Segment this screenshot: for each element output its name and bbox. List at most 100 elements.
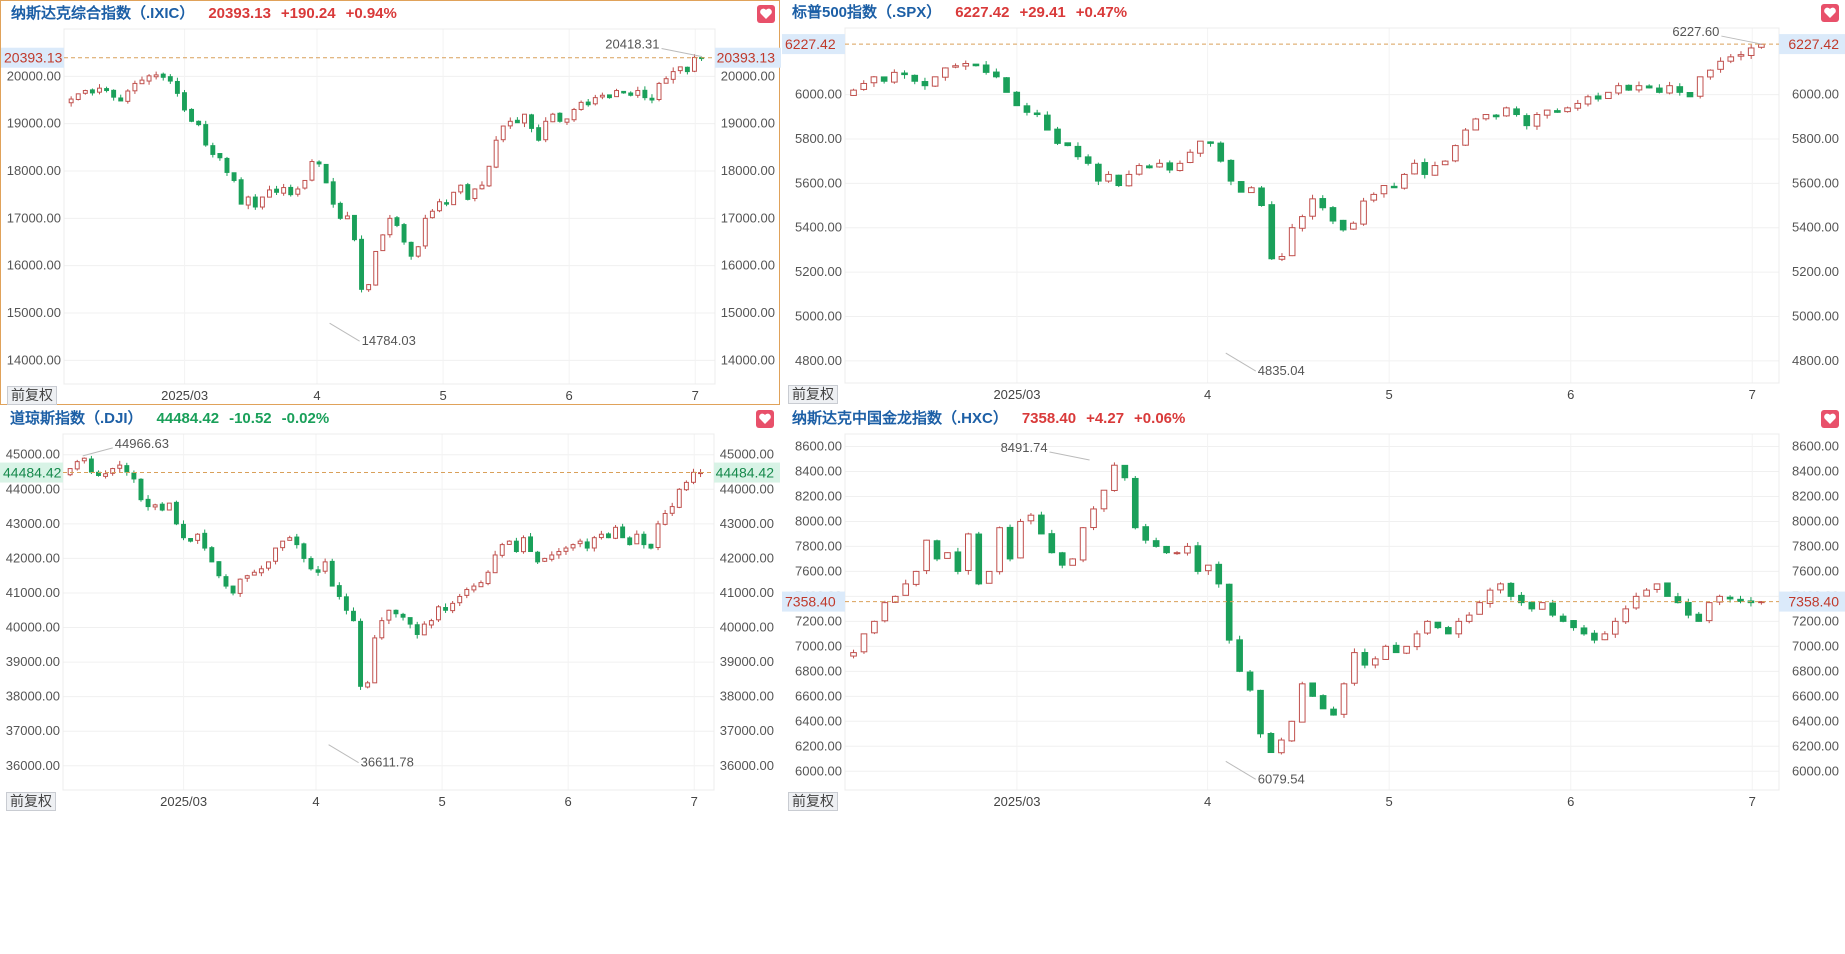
candle [202,529,208,551]
index-name[interactable]: 道琼斯指数（.DJI） [10,410,143,427]
candle [975,531,983,586]
candle [1033,109,1041,118]
candle [557,112,563,123]
heart-icon [1824,7,1836,18]
candle [901,70,908,79]
candle [642,86,648,101]
high-marker-line [1721,35,1762,45]
candle [329,558,335,587]
candle [1194,541,1202,575]
y-tick-label-right: 43000.00 [720,516,774,531]
y-tick-label-right: 6000.00 [1792,763,1839,778]
candle [1656,84,1663,94]
candle [457,593,463,607]
index-value: 6227.42 [955,4,1010,21]
candle [224,156,230,176]
candle [486,165,492,187]
current-price-label: 6227.42 [1788,36,1839,52]
candle [499,542,505,558]
price-adjust-button[interactable]: 前复权 [6,792,56,811]
candle [641,531,647,549]
favorite-button[interactable] [756,410,774,428]
panel-dji[interactable]: 道琼斯指数（.DJI） 44484.42 -10.52 -0.02% 36000.00 3… [0,406,780,812]
candle [387,214,393,238]
candlestick-chart[interactable]: 6000.00 6000.00 6200.00 6200.00 6400.00 6400.… [782,406,1845,812]
candle [912,570,920,587]
panel-hxc[interactable]: 纳斯达克中国金龙指数（.HXC） 7358.40 +4.27 +0.06% 6000.0… [782,406,1845,812]
candle [506,540,512,545]
candle [880,76,888,84]
candle [993,68,1000,79]
candle [386,609,392,625]
candlestick-chart[interactable]: 14000.00 14000.00 15000.00 15000.00 16000.00… [1,1,781,406]
index-change: -10.52 [229,410,272,427]
candle [273,547,279,565]
candle [528,533,534,553]
x-tick-label: 5 [1386,387,1393,402]
candle [1401,173,1408,190]
high-value-label: 44966.63 [115,436,169,451]
y-tick-label-right: 6200.00 [1792,738,1839,753]
panel-spx[interactable]: 标普500指数（.SPX） 6227.42 +29.41 +0.47% 4800.00 4… [782,0,1845,405]
current-price-tag-left [1,47,64,68]
price-adjust-button[interactable]: 前复权 [7,386,57,405]
candle [322,558,328,574]
candle [1069,558,1076,566]
favorite-button[interactable] [1821,4,1839,22]
y-tick-label-left: 6800.00 [795,663,842,678]
candle [258,565,264,577]
candle [860,633,868,654]
x-tick-label: 6 [566,388,573,403]
candle [238,177,244,205]
candle [379,617,385,640]
candle [1339,219,1347,232]
y-tick-label-left: 14000.00 [7,352,61,367]
candle [1131,476,1139,530]
candle [1013,91,1021,107]
candle [584,538,590,552]
candle [351,607,356,622]
favorite-button[interactable] [1821,410,1839,428]
candle [996,526,1003,575]
price-adjust-button[interactable]: 前复权 [788,385,838,404]
candle [1424,620,1431,635]
candle [570,543,576,551]
candle [132,80,138,94]
low-value-label: 6079.54 [1258,771,1305,786]
candlestick-chart[interactable]: 36000.00 36000.00 37000.00 37000.00 38000.00… [0,406,780,812]
candle [436,605,441,622]
candle [536,124,542,142]
candle [563,545,569,555]
candlestick-chart[interactable]: 4800.00 4800.00 5000.00 5000.00 5200.00 5200.… [782,0,1845,405]
candle [160,72,166,81]
index-name[interactable]: 纳斯达克综合指数（.IXIC） [11,5,195,22]
y-tick-label-left: 5400.00 [795,220,842,235]
candle [1666,81,1673,95]
candle [1225,583,1233,644]
favorite-button[interactable] [757,5,775,23]
index-name[interactable]: 标普500指数（.SPX） [792,4,942,21]
candle [478,580,484,588]
candle [535,550,541,565]
index-change: +29.41 [1019,4,1066,21]
candle [598,530,604,540]
plot-area [844,433,1780,791]
candle [472,188,478,202]
candle [1205,564,1212,575]
candle [1476,600,1483,615]
candle [1727,53,1735,64]
candle [1411,159,1418,175]
candle [1431,161,1439,176]
candle [1095,162,1102,186]
candle [1058,551,1066,569]
candle [1441,160,1449,166]
price-adjust-button[interactable]: 前复权 [788,792,838,811]
candle [428,618,434,629]
candle [1146,164,1153,169]
index-name[interactable]: 纳斯达克中国金龙指数（.HXC） [792,410,1008,427]
panel-ixic[interactable]: 纳斯达克综合指数（.IXIC） 20393.13 +190.24 +0.94% 1400… [0,0,781,406]
candle [88,455,94,474]
candle [309,159,315,182]
candle [1111,462,1118,492]
y-tick-label-right: 8400.00 [1792,463,1839,478]
